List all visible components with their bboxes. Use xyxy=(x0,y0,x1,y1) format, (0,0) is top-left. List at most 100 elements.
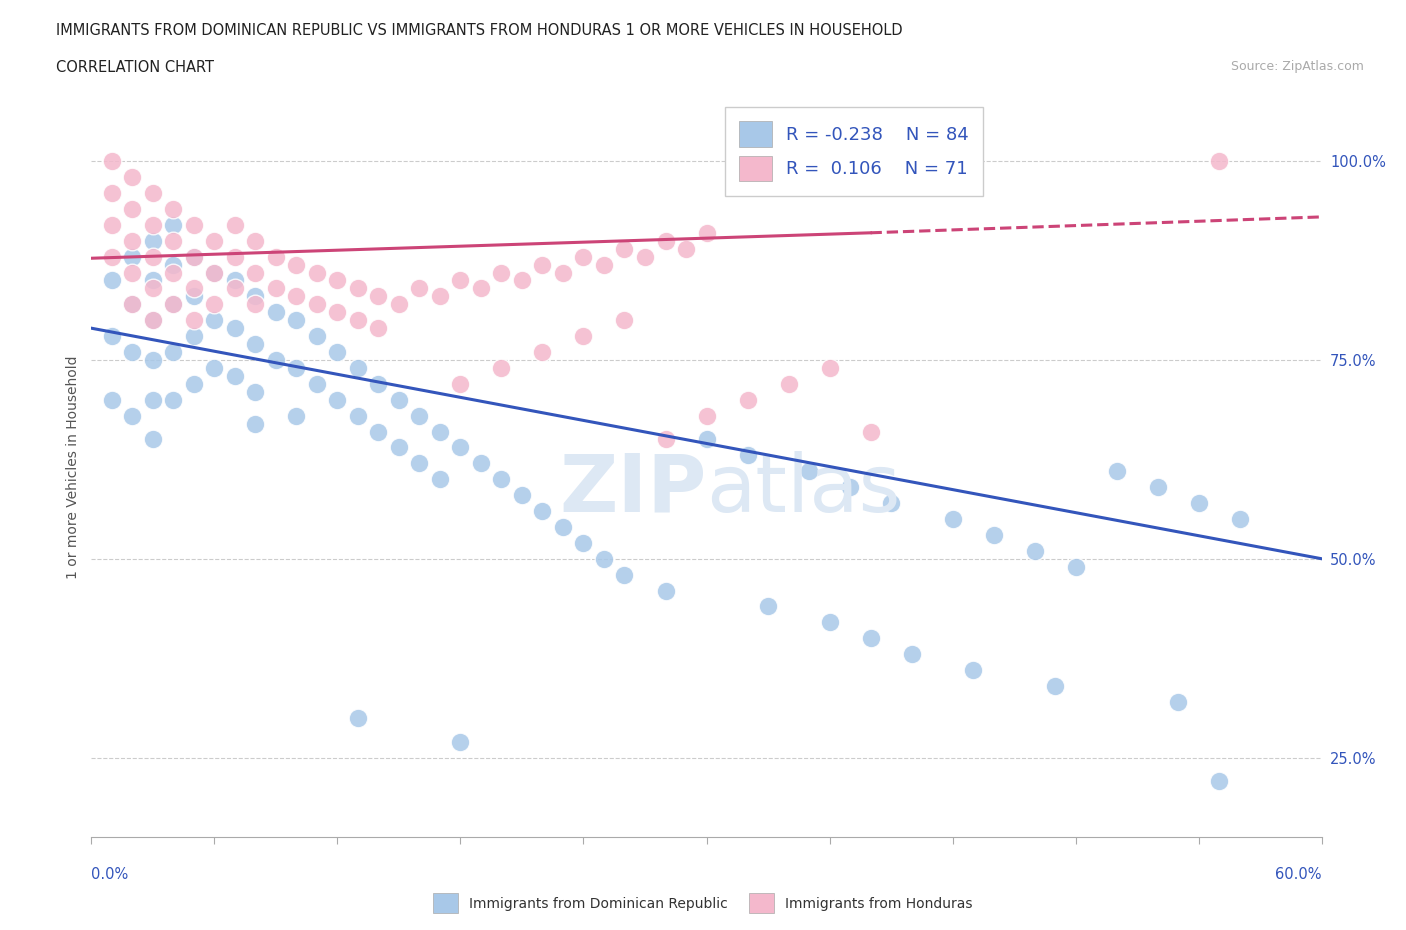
Point xyxy=(510,273,533,288)
Point xyxy=(859,631,882,645)
Point xyxy=(162,392,184,407)
Point xyxy=(285,361,308,376)
Point xyxy=(183,249,205,264)
Point xyxy=(305,377,328,392)
Point xyxy=(285,289,308,304)
Point xyxy=(531,258,554,272)
Point xyxy=(121,408,143,423)
Point xyxy=(593,258,616,272)
Point xyxy=(470,456,492,471)
Point xyxy=(347,361,370,376)
Point xyxy=(285,258,308,272)
Point xyxy=(245,297,267,312)
Point xyxy=(491,265,513,280)
Point xyxy=(1146,480,1168,495)
Point xyxy=(245,416,267,431)
Point xyxy=(183,312,205,327)
Point xyxy=(202,265,225,280)
Point xyxy=(183,328,205,343)
Point xyxy=(551,265,574,280)
Point xyxy=(121,249,143,264)
Point xyxy=(449,734,471,749)
Point xyxy=(121,297,143,312)
Point xyxy=(429,472,451,486)
Point xyxy=(408,281,430,296)
Point xyxy=(695,408,717,423)
Point xyxy=(264,352,287,367)
Point xyxy=(880,496,903,511)
Point xyxy=(654,583,676,598)
Point xyxy=(142,249,165,264)
Point xyxy=(224,368,246,383)
Point xyxy=(142,273,165,288)
Point xyxy=(224,249,246,264)
Point xyxy=(305,328,328,343)
Point xyxy=(142,392,165,407)
Point xyxy=(142,281,165,296)
Point xyxy=(449,440,471,455)
Point xyxy=(900,646,922,661)
Point xyxy=(121,345,143,360)
Point xyxy=(142,312,165,327)
Point xyxy=(162,233,184,248)
Point xyxy=(183,281,205,296)
Point xyxy=(285,408,308,423)
Text: CORRELATION CHART: CORRELATION CHART xyxy=(56,60,214,75)
Point xyxy=(737,448,759,463)
Point xyxy=(531,504,554,519)
Point xyxy=(162,218,184,232)
Point xyxy=(264,249,287,264)
Point xyxy=(572,536,595,551)
Point xyxy=(264,305,287,320)
Point xyxy=(224,321,246,336)
Point xyxy=(572,249,595,264)
Point xyxy=(224,281,246,296)
Point xyxy=(1229,512,1251,526)
Point xyxy=(756,599,779,614)
Point xyxy=(1187,496,1209,511)
Point xyxy=(613,312,636,327)
Point xyxy=(613,241,636,256)
Point xyxy=(367,289,389,304)
Point xyxy=(183,249,205,264)
Legend: R = -0.238    N = 84, R =  0.106    N = 71: R = -0.238 N = 84, R = 0.106 N = 71 xyxy=(725,107,983,195)
Point xyxy=(101,392,124,407)
Point xyxy=(347,312,370,327)
Point xyxy=(326,305,349,320)
Point xyxy=(142,432,165,447)
Point xyxy=(162,297,184,312)
Point xyxy=(491,472,513,486)
Point xyxy=(388,392,411,407)
Point xyxy=(839,480,862,495)
Point xyxy=(531,345,554,360)
Point xyxy=(408,456,430,471)
Point xyxy=(408,408,430,423)
Point xyxy=(695,432,717,447)
Point xyxy=(449,377,471,392)
Point xyxy=(121,202,143,217)
Point xyxy=(818,615,841,630)
Point xyxy=(245,384,267,399)
Point xyxy=(305,297,328,312)
Legend: Immigrants from Dominican Republic, Immigrants from Honduras: Immigrants from Dominican Republic, Immi… xyxy=(427,887,979,919)
Point xyxy=(162,258,184,272)
Point xyxy=(121,233,143,248)
Point xyxy=(245,233,267,248)
Point xyxy=(613,567,636,582)
Point xyxy=(264,281,287,296)
Point xyxy=(202,297,225,312)
Point xyxy=(347,281,370,296)
Point xyxy=(101,218,124,232)
Point xyxy=(388,440,411,455)
Point xyxy=(245,265,267,280)
Point xyxy=(347,408,370,423)
Point xyxy=(245,337,267,352)
Point xyxy=(142,233,165,248)
Point xyxy=(367,377,389,392)
Point xyxy=(162,345,184,360)
Point xyxy=(202,265,225,280)
Point xyxy=(142,312,165,327)
Point xyxy=(572,328,595,343)
Text: 60.0%: 60.0% xyxy=(1275,867,1322,882)
Point xyxy=(778,377,800,392)
